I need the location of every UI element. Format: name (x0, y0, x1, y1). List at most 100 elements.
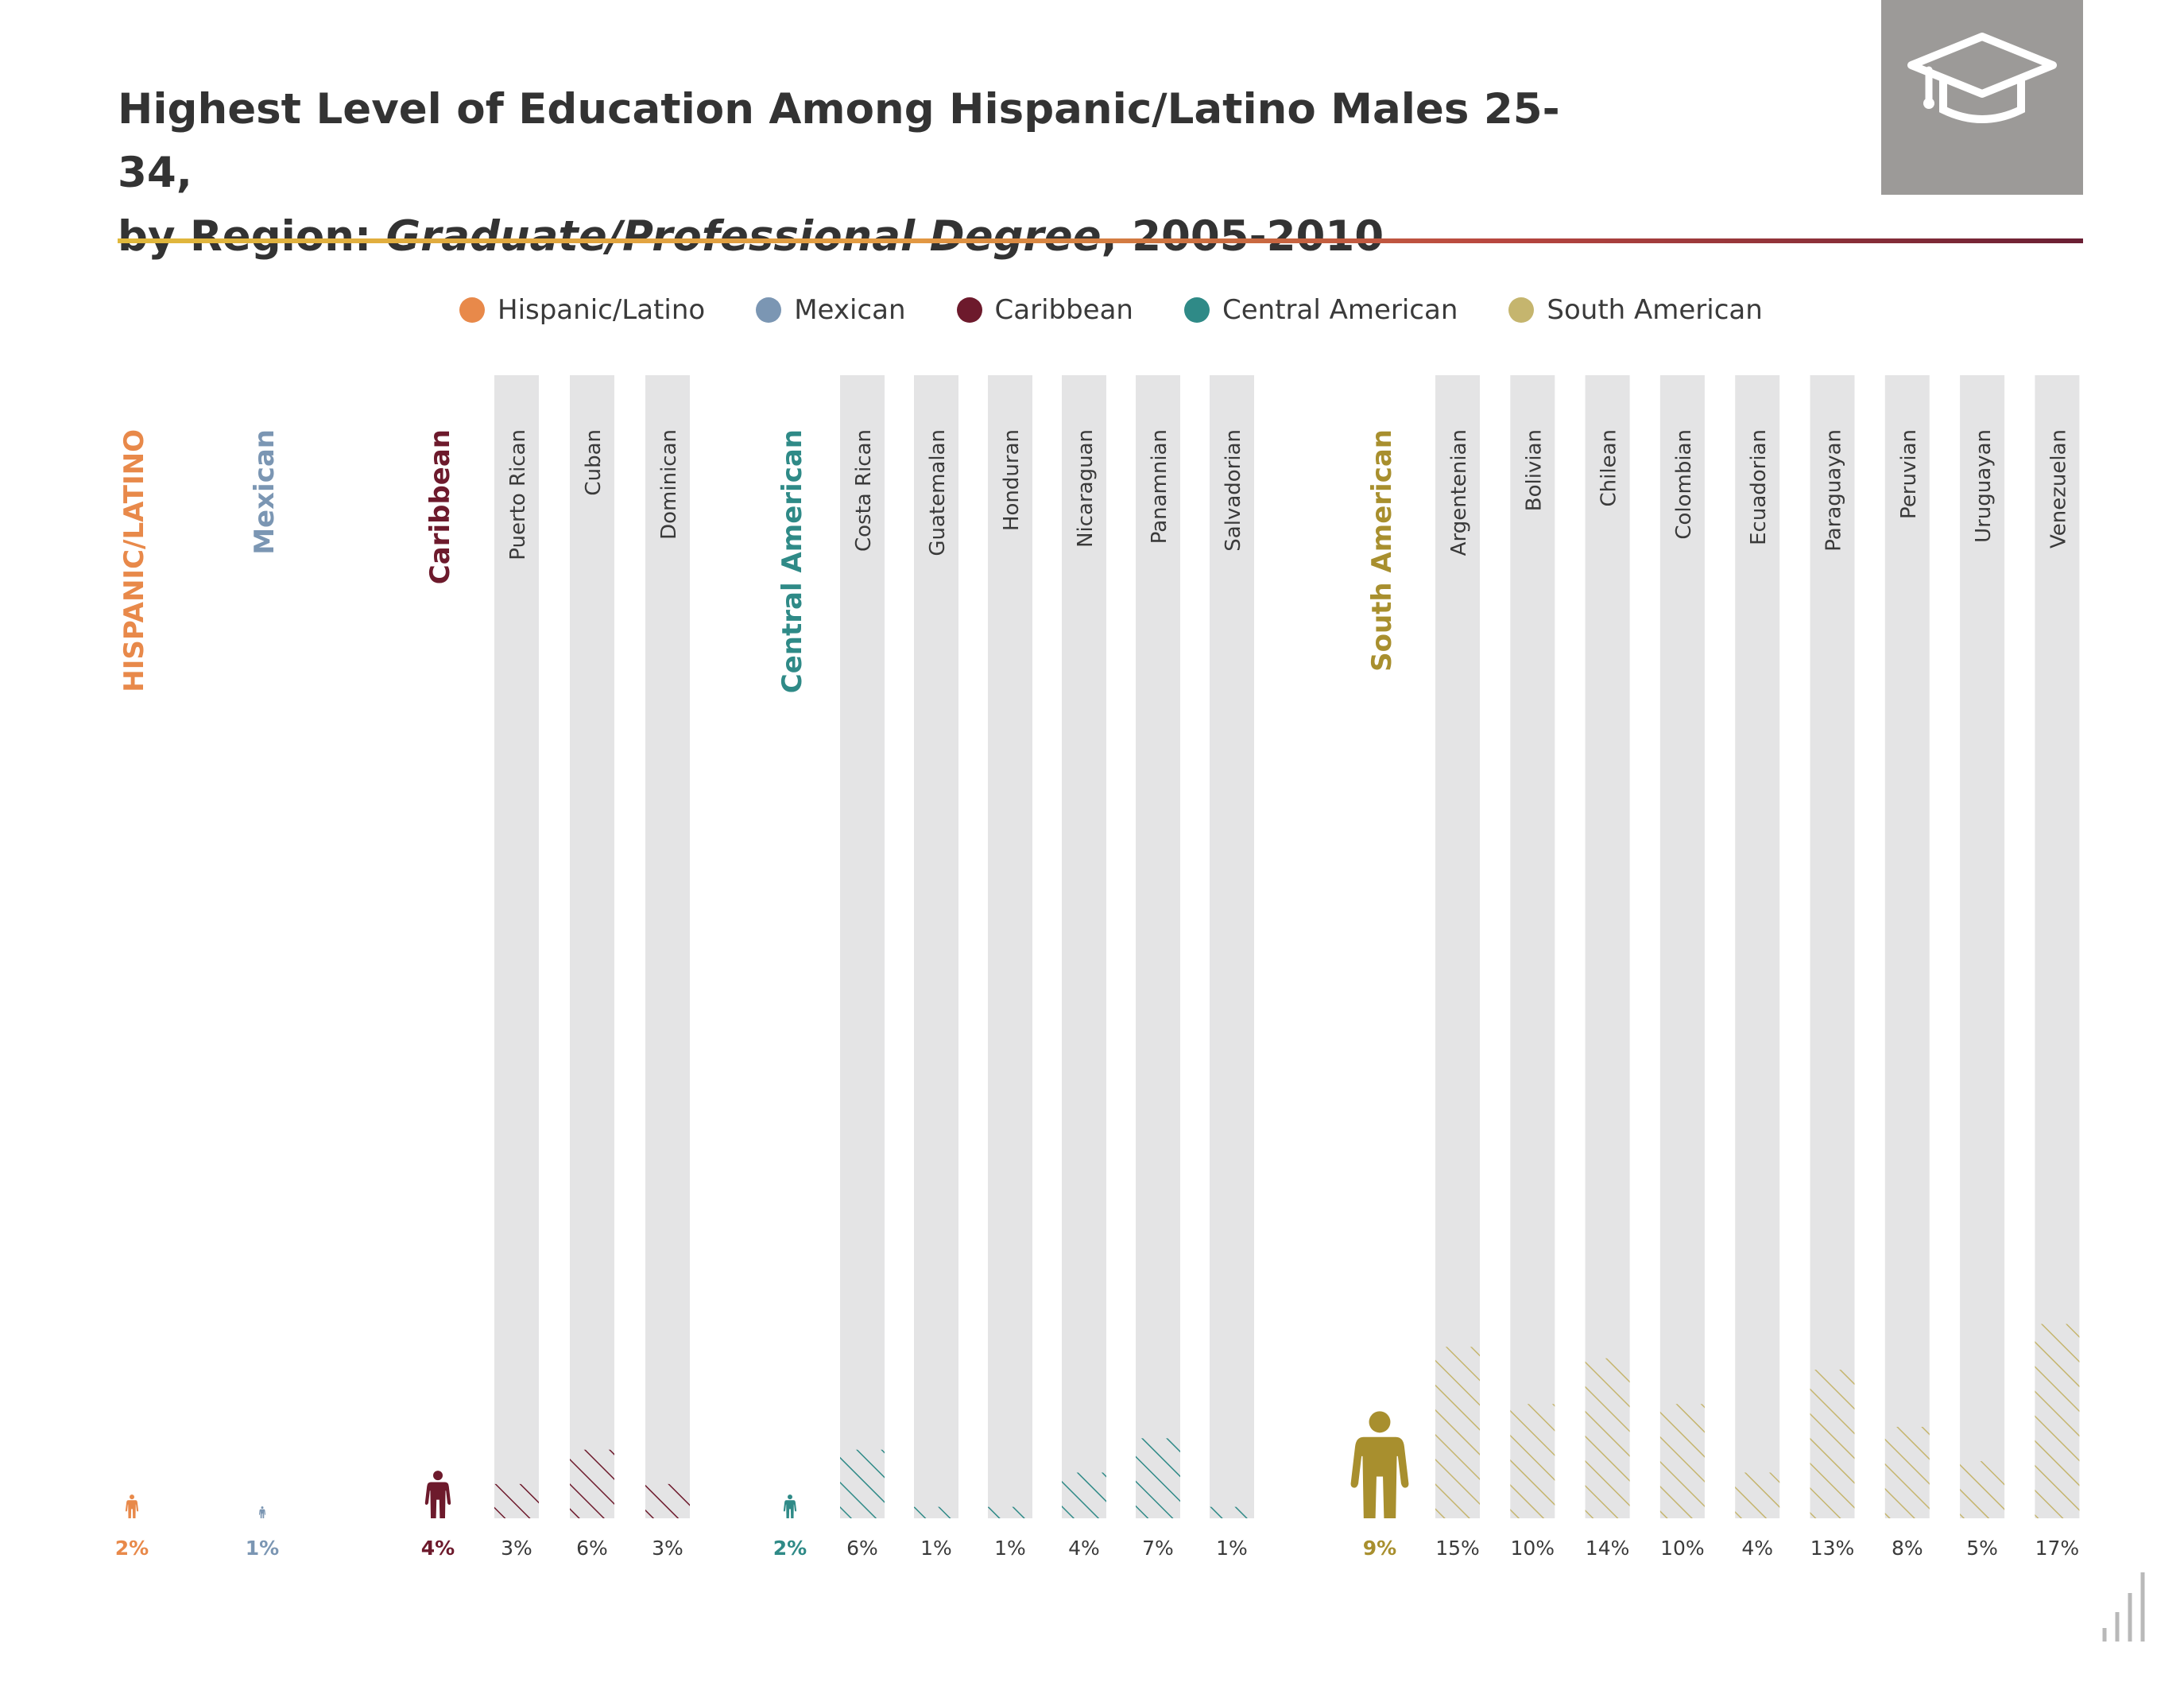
legend-label: South American (1547, 294, 1763, 326)
legend-label: Mexican (794, 294, 906, 326)
bar-track-cuban (570, 375, 614, 1518)
person-body (1350, 1436, 1409, 1518)
bar-track-panamnian (1136, 375, 1180, 1518)
region-label-caribbean: Caribbean (424, 429, 456, 584)
subgroup-value-label-panamnian: 7% (1142, 1537, 1174, 1560)
region-value-label-central-american: 2% (773, 1537, 807, 1560)
bar-peruvian (1884, 1426, 1930, 1518)
bar-salvadorian (1210, 1506, 1254, 1518)
bar-track-uruguayan (1960, 375, 2005, 1518)
title-line-2-prefix: by Region: (118, 212, 386, 261)
region-label-hispanic-latino: HISPANIC/LATINO (118, 429, 150, 692)
bar-argentenian (1435, 1347, 1480, 1518)
region-value-label-south-american: 9% (1363, 1537, 1396, 1560)
subgroup-value-label-colombian: 10% (1660, 1537, 1705, 1560)
region-value-label-hispanic-latino: 2% (115, 1537, 149, 1560)
person-body (783, 1500, 797, 1518)
legend-marker (756, 297, 782, 323)
title-line-2-italic: Graduate/Professional Degree (385, 212, 1102, 261)
bar-track-puerto-rican (494, 375, 539, 1518)
bar-track-chilean (1585, 375, 1630, 1518)
bar-track-nicaraguan (1062, 375, 1106, 1518)
subgroup-value-label-nicaraguan: 4% (1068, 1537, 1100, 1560)
person-body (258, 1509, 266, 1518)
bar-dominican (645, 1483, 690, 1518)
subgroup-label-uruguayan: Uruguayan (1972, 429, 1996, 543)
person-head (130, 1494, 134, 1500)
title-line-1: Highest Level of Education Among Hispani… (118, 85, 1560, 197)
bar-costa-rican (840, 1449, 885, 1518)
bar-colombian (1659, 1404, 1705, 1518)
bar-track-ecuadorian (1735, 375, 1780, 1518)
bar-track-salvadorian (1210, 375, 1254, 1518)
subgroup-value-label-honduran: 1% (994, 1537, 1026, 1560)
bar-uruguayan (1960, 1461, 2005, 1518)
region-label-mexican: Mexican (249, 429, 281, 555)
bar-ecuadorian (1735, 1472, 1780, 1518)
person-head (261, 1506, 264, 1510)
person-head (788, 1494, 792, 1500)
subgroup-value-label-chilean: 14% (1586, 1537, 1630, 1560)
person-head (433, 1471, 443, 1481)
subgroup-label-peruvian: Peruvian (1897, 429, 1921, 519)
subgroup-label-salvadorian: Salvadorian (1222, 429, 1245, 552)
legend-marker (1183, 297, 1210, 323)
subgroup-value-label-cuban: 6% (576, 1537, 608, 1560)
legend-marker (459, 297, 485, 323)
subgroup-value-label-argentenian: 15% (1435, 1537, 1480, 1560)
region-person-icon-south-american (1350, 1411, 1409, 1518)
person-body (424, 1482, 451, 1518)
legend-label: Hispanic/Latino (498, 294, 706, 326)
legend-label: Caribbean (994, 294, 1133, 326)
subgroup-label-honduran: Honduran (1000, 429, 1024, 531)
subgroup-value-label-venezuelan: 17% (2035, 1537, 2080, 1560)
subgroup-value-label-uruguayan: 5% (1966, 1537, 1998, 1560)
bar-panamnian (1136, 1438, 1180, 1518)
region-person-icon-hispanic-latino (125, 1494, 139, 1518)
subgroup-label-colombian: Colombian (1672, 429, 1696, 540)
region-person-icon-mexican (258, 1506, 266, 1518)
chart-legend: Hispanic/Latino Mexican Caribbean Centra… (459, 288, 1814, 332)
bar-venezuelan (2035, 1324, 2080, 1518)
region-value-label-mexican: 1% (246, 1537, 279, 1560)
bar-track-paraguayan (1810, 375, 1855, 1518)
graduation-cap-icon (1907, 33, 2057, 123)
subgroup-label-dominican: Dominican (657, 429, 681, 540)
subgroup-label-puerto-rican: Puerto Rican (506, 429, 530, 560)
region-label-central-american: Central American (776, 429, 808, 693)
subgroup-value-label-paraguayan: 13% (1810, 1537, 1855, 1560)
legend-marker (1508, 297, 1535, 323)
subgroup-label-bolivian: Bolivian (1522, 429, 1546, 511)
subgroup-value-label-peruvian: 8% (1892, 1537, 1923, 1560)
region-person-icon-central-american (783, 1494, 797, 1518)
bar-track-colombian (1659, 375, 1705, 1518)
legend-item-mexican: Mexican (756, 294, 906, 326)
subgroup-label-argentenian: Argentenian (1447, 429, 1471, 556)
subgroup-label-costa-rican: Costa Rican (852, 429, 876, 552)
bar-track-peruvian (1884, 375, 1930, 1518)
bar-honduran (988, 1506, 1032, 1518)
legend-item-caribbean: Caribbean (956, 294, 1133, 326)
bar-guatemalan (914, 1506, 958, 1518)
legend-item-hispanic-latino: Hispanic/Latino (459, 294, 705, 326)
bar-track-dominican (645, 375, 690, 1518)
subgroup-label-nicaraguan: Nicaraguan (1074, 429, 1098, 548)
subgroup-value-label-ecuadorian: 4% (1741, 1537, 1773, 1560)
bar-track-guatemalan (914, 375, 958, 1518)
subgroup-value-label-costa-rican: 6% (846, 1537, 878, 1560)
legend-item-south-american: South American (1508, 294, 1763, 326)
bar-chilean (1585, 1358, 1630, 1518)
subgroup-value-label-bolivian: 10% (1511, 1537, 1555, 1560)
title-line-2-suffix: , 2005-2010 (1101, 212, 1384, 261)
subgroup-value-label-dominican: 3% (652, 1537, 683, 1560)
person-body (125, 1500, 139, 1518)
bar-track-honduran (988, 375, 1032, 1518)
person-head (1369, 1411, 1391, 1433)
legend-marker (956, 297, 982, 323)
bar-nicaraguan (1062, 1472, 1106, 1518)
bar-bolivian (1510, 1404, 1555, 1518)
subgroup-label-guatemalan: Guatemalan (926, 429, 950, 556)
legend-label: Central American (1222, 294, 1458, 326)
